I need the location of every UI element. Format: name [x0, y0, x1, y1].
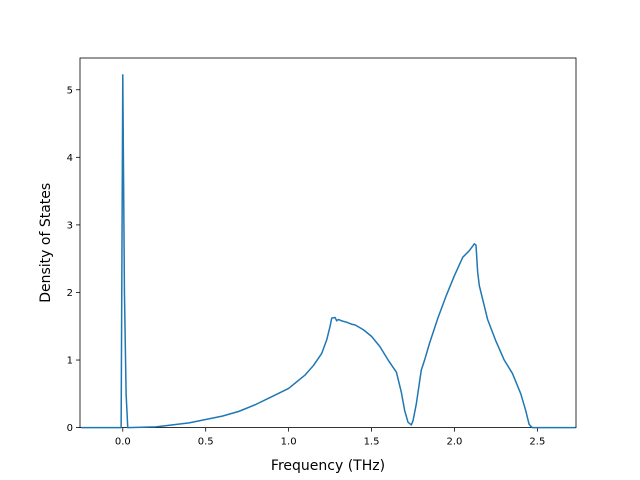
x-tick-label: 2.5 — [529, 437, 545, 448]
x-axis-title: Frequency (THz) — [271, 458, 385, 474]
y-tick-label: 4 — [67, 153, 73, 164]
y-tick-label: 5 — [67, 85, 73, 96]
y-tick-label: 2 — [67, 288, 73, 299]
y-tick-label: 1 — [67, 356, 73, 367]
x-tick-label: 0.5 — [198, 437, 214, 448]
x-axis: 0.0 0.5 1.0 1.5 2.0 2.5 — [115, 427, 545, 448]
x-tick-label: 1.0 — [281, 437, 297, 448]
plot-frame — [79, 57, 577, 429]
x-tick-label: 1.5 — [364, 437, 380, 448]
y-axis-title: Density of States — [38, 183, 54, 303]
y-tick-label: 0 — [67, 423, 73, 434]
x-tick-label: 0.0 — [115, 437, 131, 448]
x-tick-label: 2.0 — [446, 437, 462, 448]
y-axis: 0 1 2 3 4 5 — [67, 85, 80, 434]
y-tick-label: 3 — [67, 220, 73, 231]
dos-series-line — [81, 74, 576, 429]
